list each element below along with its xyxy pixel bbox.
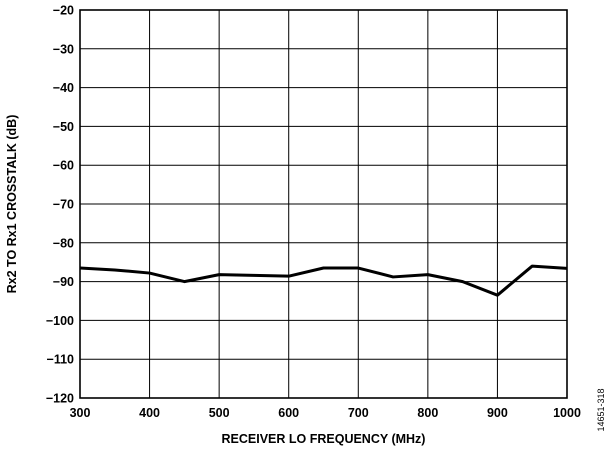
plot-frame [79,9,568,399]
y-axis-ticks: −20 −30 −40 −50 −60 −70 −80 −90 −100 −110 −120 [46,4,74,406]
x-tick-label: 600 [278,406,299,420]
x-tick-label: 800 [417,406,438,420]
y-tick-label: −50 [53,120,74,134]
y-tick-label: −90 [53,275,74,289]
y-tick-label: −80 [53,236,74,250]
series-line-0 [79,264,568,297]
x-axis-ticks: 300 400 500 600 700 800 900 1000 [70,406,581,420]
figure-id: 14651-318 [596,388,606,431]
x-tick-label: 300 [70,406,91,420]
x-tick-label: 700 [348,406,369,420]
grid [79,9,568,399]
x-tick-label: 500 [209,406,230,420]
y-tick-label: −20 [53,4,74,18]
y-tick-label: −30 [53,42,74,56]
y-tick-label: −110 [47,353,75,367]
y-tick-label: −70 [53,198,74,212]
y-tick-label: −120 [46,392,74,406]
y-axis-title: Rx2 TO Rx1 CROSSTALK (dB) [5,115,19,294]
x-tick-label: 1000 [553,406,581,420]
x-tick-label: 900 [487,406,508,420]
x-axis-title: RECEIVER LO FREQUENCY (MHz) [222,432,426,446]
series-group [79,264,568,297]
y-tick-label: −40 [53,81,74,95]
y-tick-label: −60 [53,159,74,173]
x-tick-label: 400 [139,406,160,420]
y-tick-label: −100 [46,314,74,328]
